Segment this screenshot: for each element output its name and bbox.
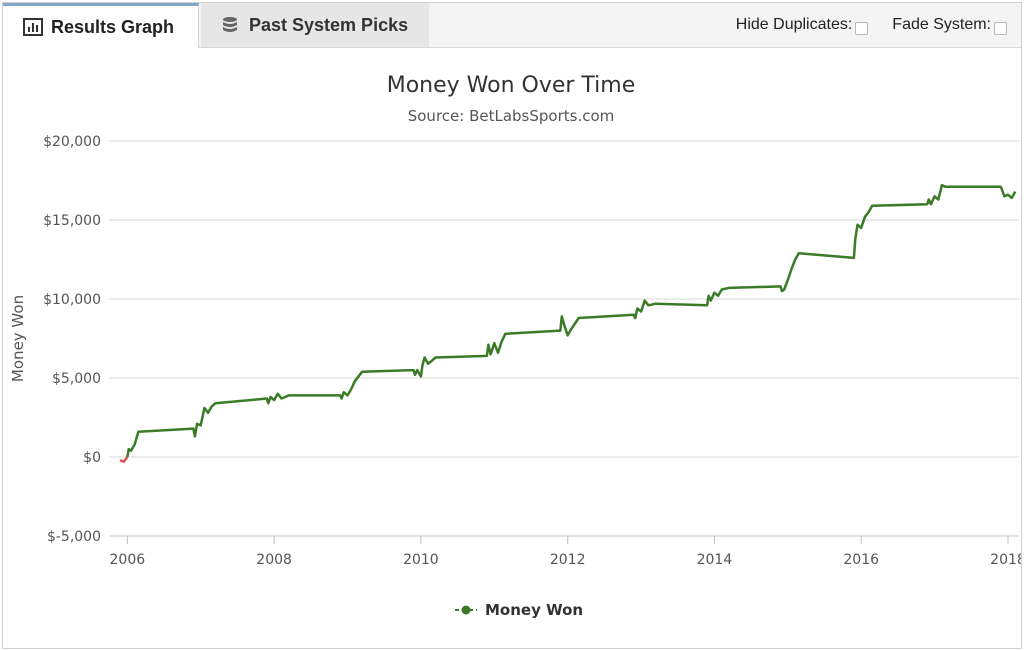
y-tick-label: $15,000 <box>43 213 101 229</box>
tab-past-system-picks-label: Past System Picks <box>249 14 409 35</box>
y-tick-label: $10,000 <box>43 292 101 308</box>
x-tick-label: 2012 <box>550 552 586 568</box>
toggle-group: Hide Duplicates: Fade System: <box>736 3 1007 47</box>
y-tick-label: $-5,000 <box>47 529 101 545</box>
bar-chart-icon <box>23 18 43 36</box>
y-axis-ticks: $20,000 $15,000 $10,000 $5,000 $0 $-5,000 <box>43 134 101 545</box>
y-tick-label: $20,000 <box>43 134 101 150</box>
x-tick-label: 2006 <box>110 552 146 568</box>
legend[interactable]: Money Won <box>455 601 583 619</box>
chart-title: Money Won Over Time <box>387 73 636 98</box>
tab-results-graph[interactable]: Results Graph <box>3 3 199 48</box>
x-tick-label: 2010 <box>403 552 439 568</box>
tab-results-graph-label: Results Graph <box>51 16 175 37</box>
x-tick-label: 2018 <box>990 552 1021 568</box>
y-tick-label: $0 <box>83 450 101 466</box>
series-group <box>119 183 1017 464</box>
x-axis-ticks: 2006 2008 2010 2012 2014 2016 2018 <box>110 536 1021 568</box>
chart-subtitle: Source: BetLabsSports.com <box>408 107 615 125</box>
x-tick-label: 2008 <box>256 552 292 568</box>
legend-marker <box>461 605 471 615</box>
series-line-negative <box>119 456 129 464</box>
hide-duplicates-label: Hide Duplicates: <box>735 16 853 33</box>
x-tick-label: 2014 <box>697 552 733 568</box>
hide-duplicates-toggle: Hide Duplicates: <box>736 16 869 35</box>
database-icon <box>221 16 241 34</box>
tab-bar: Results Graph Past System Picks Hide Dup… <box>3 3 1021 48</box>
hide-duplicates-checkbox[interactable] <box>855 21 869 35</box>
money-won-chart: Money Won Over Time Source: BetLabsSport… <box>9 73 1021 619</box>
fade-system-checkbox[interactable] <box>994 21 1007 35</box>
legend-label: Money Won <box>485 601 583 619</box>
tab-past-system-picks[interactable]: Past System Picks <box>201 3 429 47</box>
fade-system-label: Fade System: <box>892 16 991 33</box>
fade-system-toggle: Fade System: <box>892 16 1007 35</box>
x-tick-label: 2016 <box>843 552 879 568</box>
grid-lines <box>109 140 1019 537</box>
y-axis-label: Money Won <box>9 295 27 382</box>
y-tick-label: $5,000 <box>52 371 101 387</box>
series-line-money-won <box>126 183 1017 458</box>
